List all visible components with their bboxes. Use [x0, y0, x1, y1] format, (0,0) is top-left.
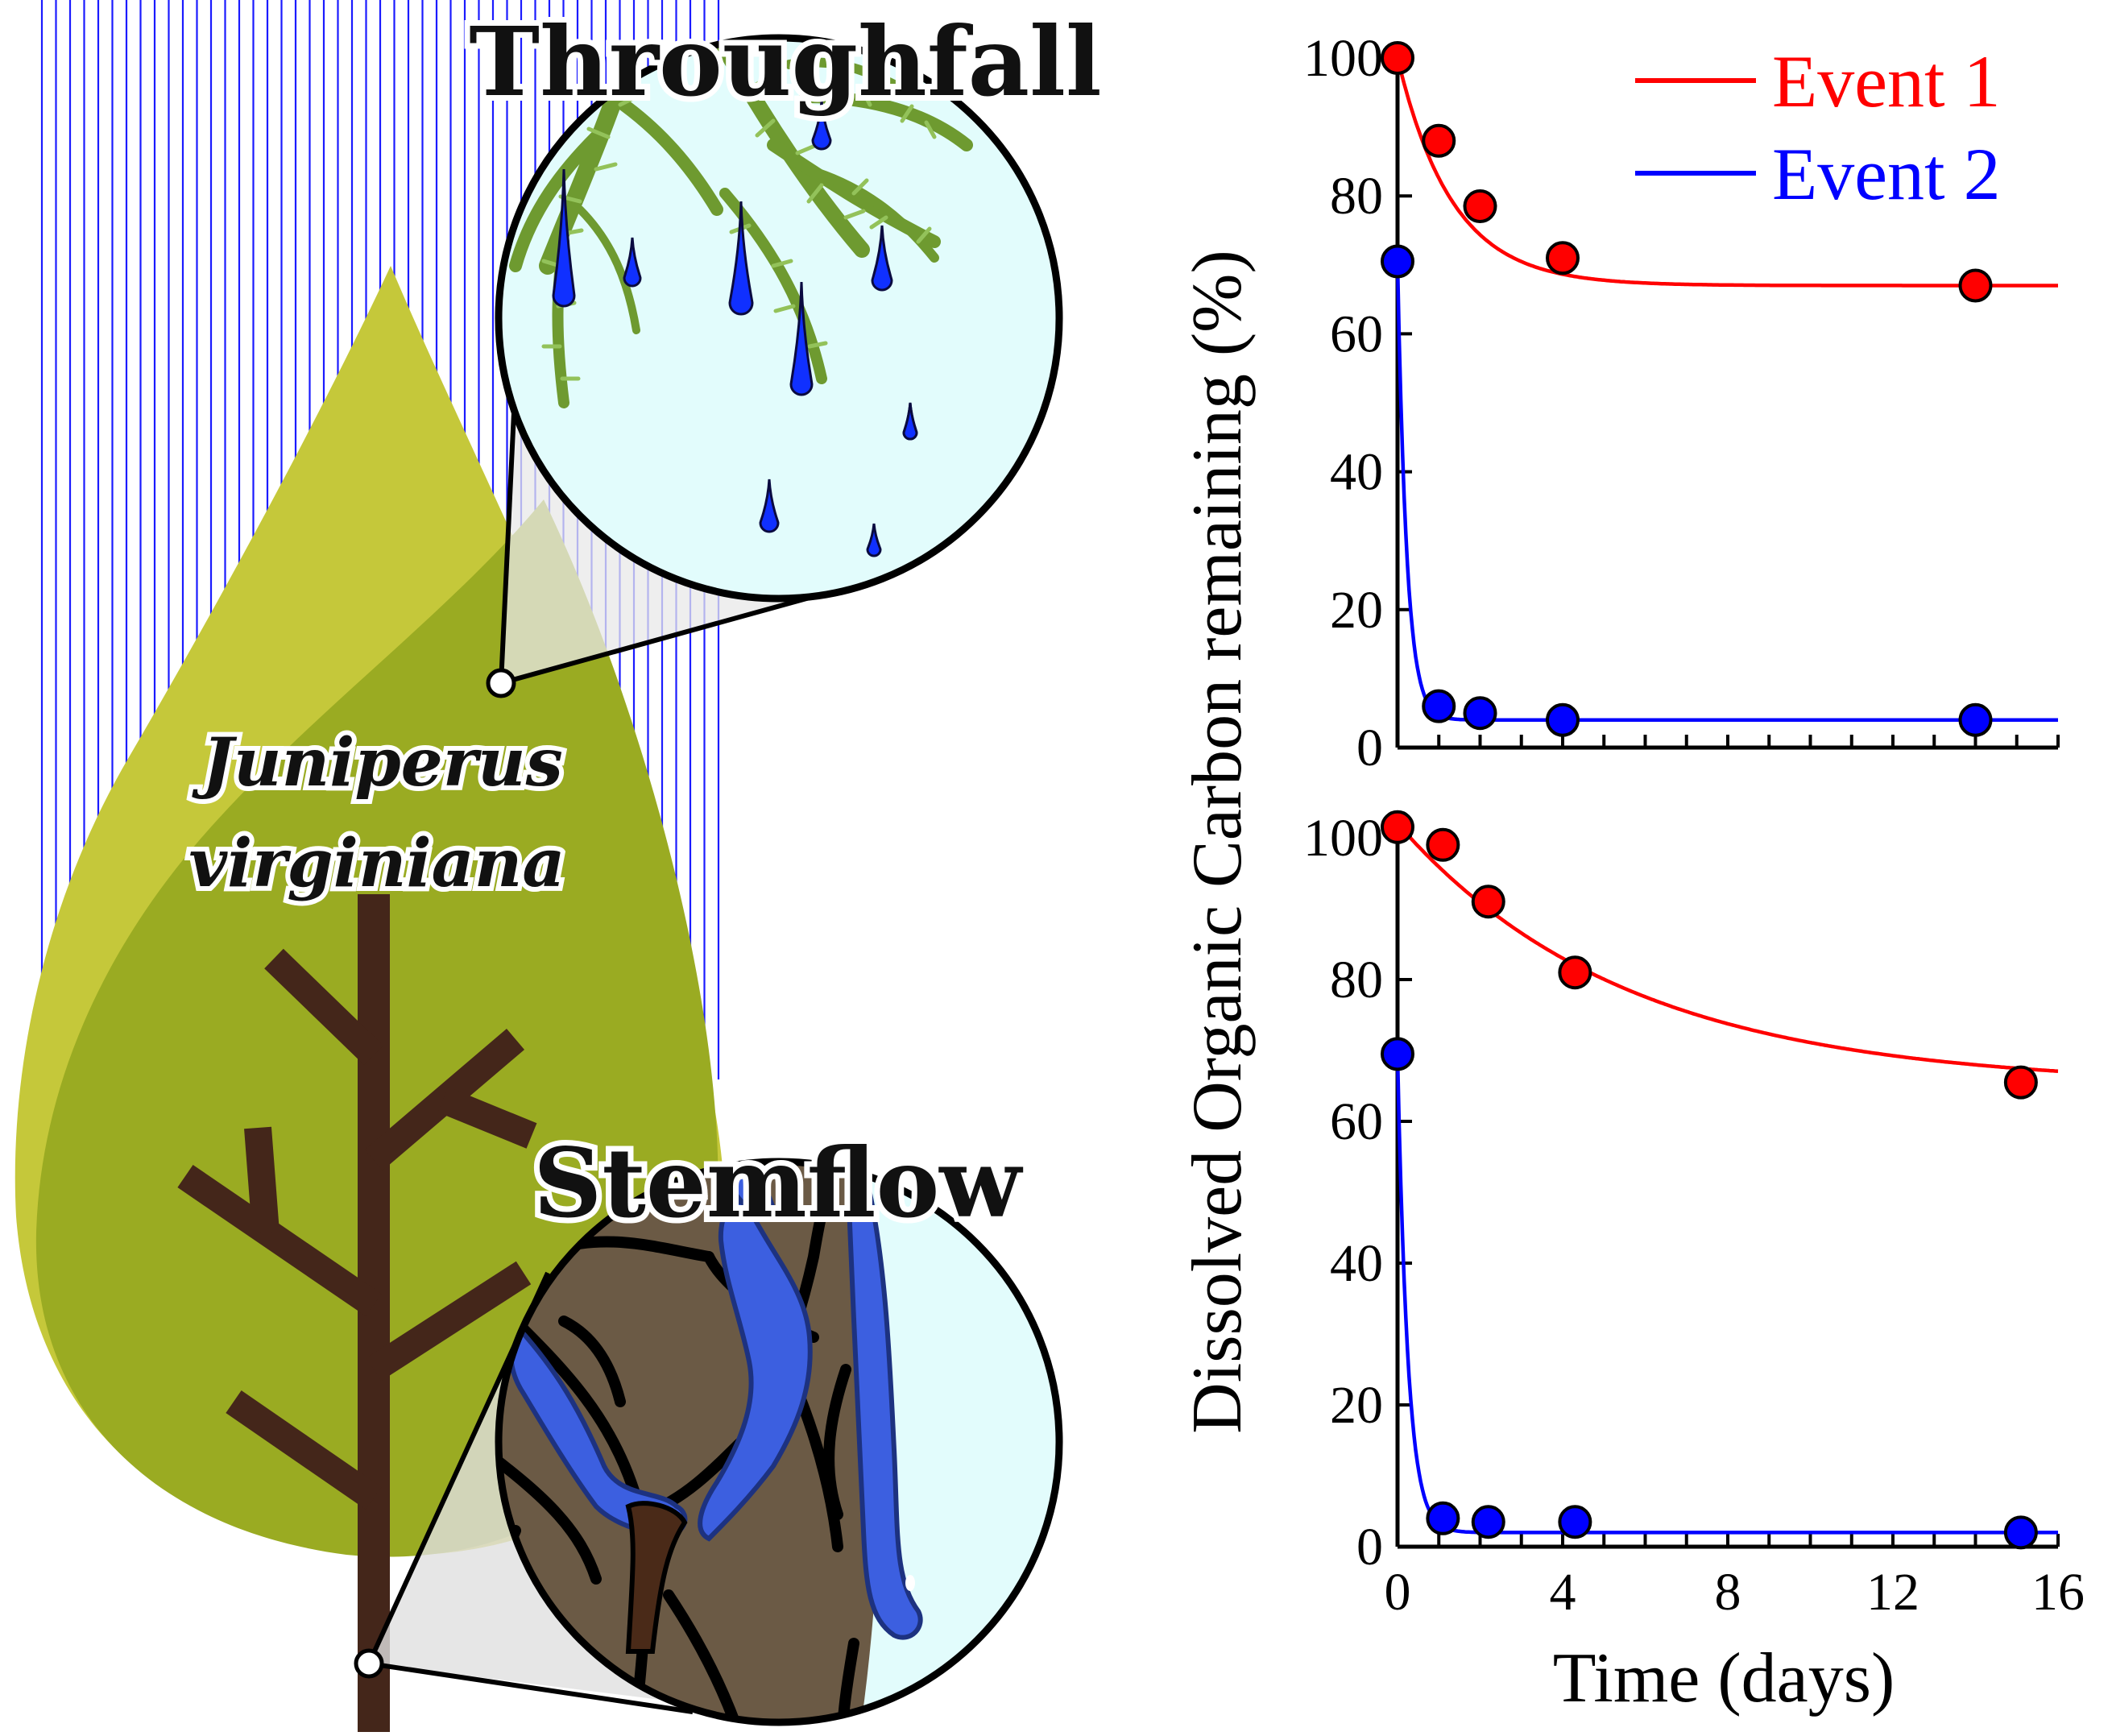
- chart-bottom-panel: 0 20 40 60 80 100 0 4 8 12 16: [1303, 809, 2085, 1622]
- data-point-event-2: [1958, 702, 1993, 737]
- raindrop: [811, 100, 832, 151]
- data-point-event-2: [2003, 1515, 2038, 1550]
- throughfall-inset: [495, 34, 1063, 603]
- fit-line-event-2: [1395, 1054, 2058, 1535]
- throughfall-zoom-line-b: [500, 590, 830, 686]
- fit-line-event-1: [1396, 822, 2059, 1073]
- y-tick-label: 60: [1330, 1092, 1383, 1151]
- data-point-event-1: [1422, 123, 1456, 158]
- data-point-event-1: [1546, 241, 1580, 276]
- raindrop: [871, 225, 893, 292]
- fit-line-event-2: [1395, 261, 2058, 723]
- chart-top-panel: 0 20 40 60 80 100: [1303, 29, 2060, 777]
- data-point-event-1: [1558, 955, 1592, 990]
- y-tick-label: 0: [1356, 719, 1383, 777]
- stemflow-sample-point: [354, 1648, 384, 1679]
- data-point-event-1: [1463, 189, 1497, 224]
- y-tick-label: 40: [1330, 1234, 1383, 1293]
- drip-highlight: [905, 1575, 915, 1591]
- tree-illustration: Throughfall Stemflow Juniperus virginian…: [14, 0, 1108, 1732]
- data-point-event-1: [1381, 810, 1414, 844]
- data-point-event-1: [1381, 41, 1414, 75]
- raindrop: [902, 402, 918, 441]
- x-tick-label: 4: [1550, 1563, 1576, 1622]
- throughfall-sample-point: [486, 668, 516, 698]
- x-tick-label: 0: [1385, 1563, 1411, 1622]
- raindrop: [552, 168, 576, 308]
- raindrop: [623, 237, 642, 288]
- x-tick-label: 16: [2031, 1563, 2085, 1622]
- raindrop: [759, 479, 780, 533]
- data-point-event-1: [1426, 827, 1460, 862]
- raindrops: [552, 100, 918, 557]
- y-tick-label: 60: [1330, 305, 1383, 363]
- y-tick-label: 20: [1330, 1376, 1383, 1435]
- data-point-event-2: [1471, 1505, 1505, 1539]
- data-point-event-2: [1546, 702, 1580, 737]
- y-tick-label: 40: [1330, 443, 1383, 502]
- raindrop: [789, 281, 814, 396]
- stemflow-water: [508, 1162, 923, 1640]
- data-point-event-2: [1463, 696, 1497, 731]
- y-tick-label: 80: [1330, 167, 1383, 226]
- x-axis-label: Time (days): [1553, 1639, 1895, 1717]
- data-point-event-1: [2003, 1065, 2038, 1100]
- data-point-event-2: [1381, 1037, 1414, 1071]
- data-point-event-2: [1422, 689, 1456, 723]
- y-tick-label: 100: [1303, 809, 1383, 868]
- data-point-event-2: [1558, 1505, 1592, 1539]
- stemflow-inset: [495, 1158, 1063, 1726]
- y-tick-label: 80: [1330, 951, 1383, 1009]
- legend-label-event1: Event 1: [1772, 40, 2001, 122]
- legend: Event 1 Event 2: [1635, 40, 2001, 215]
- raindrop: [728, 201, 754, 316]
- y-tick-label: 0: [1356, 1518, 1383, 1576]
- charts-area: 0 20 40 60 80 100 0 20 40 60 80 100 0 4 8 12 16 Event 1…: [1178, 29, 2085, 1717]
- data-point-event-2: [1426, 1501, 1460, 1535]
- juniper-foliage-texture: [541, 56, 937, 381]
- species-label-line2: virginiana: [188, 825, 565, 902]
- throughfall-label: Throughfall: [469, 6, 1101, 118]
- y-axis-label: Dissolved Organic Carbon remaining (%): [1178, 250, 1257, 1434]
- x-tick-label: 8: [1715, 1563, 1741, 1622]
- legend-label-event2: Event 2: [1772, 133, 2001, 215]
- data-point-event-2: [1381, 244, 1414, 279]
- y-tick-label: 20: [1330, 581, 1383, 640]
- raindrop: [866, 523, 882, 557]
- y-tick-label: 100: [1303, 29, 1383, 88]
- fit-line-event-1: [1395, 57, 2058, 288]
- stemflow-label: Stemflow: [533, 1127, 1023, 1239]
- twig-stub: [625, 1501, 688, 1654]
- x-tick-label: 12: [1866, 1563, 1919, 1622]
- data-point-event-1: [1958, 268, 1993, 303]
- species-label-line1: Juniperus: [192, 724, 563, 802]
- stemflow-zoom-line-b: [368, 1661, 694, 1714]
- throughfall-zoom-line-a: [499, 378, 518, 684]
- data-point-event-1: [1471, 885, 1505, 919]
- tree-branches: [177, 948, 537, 1510]
